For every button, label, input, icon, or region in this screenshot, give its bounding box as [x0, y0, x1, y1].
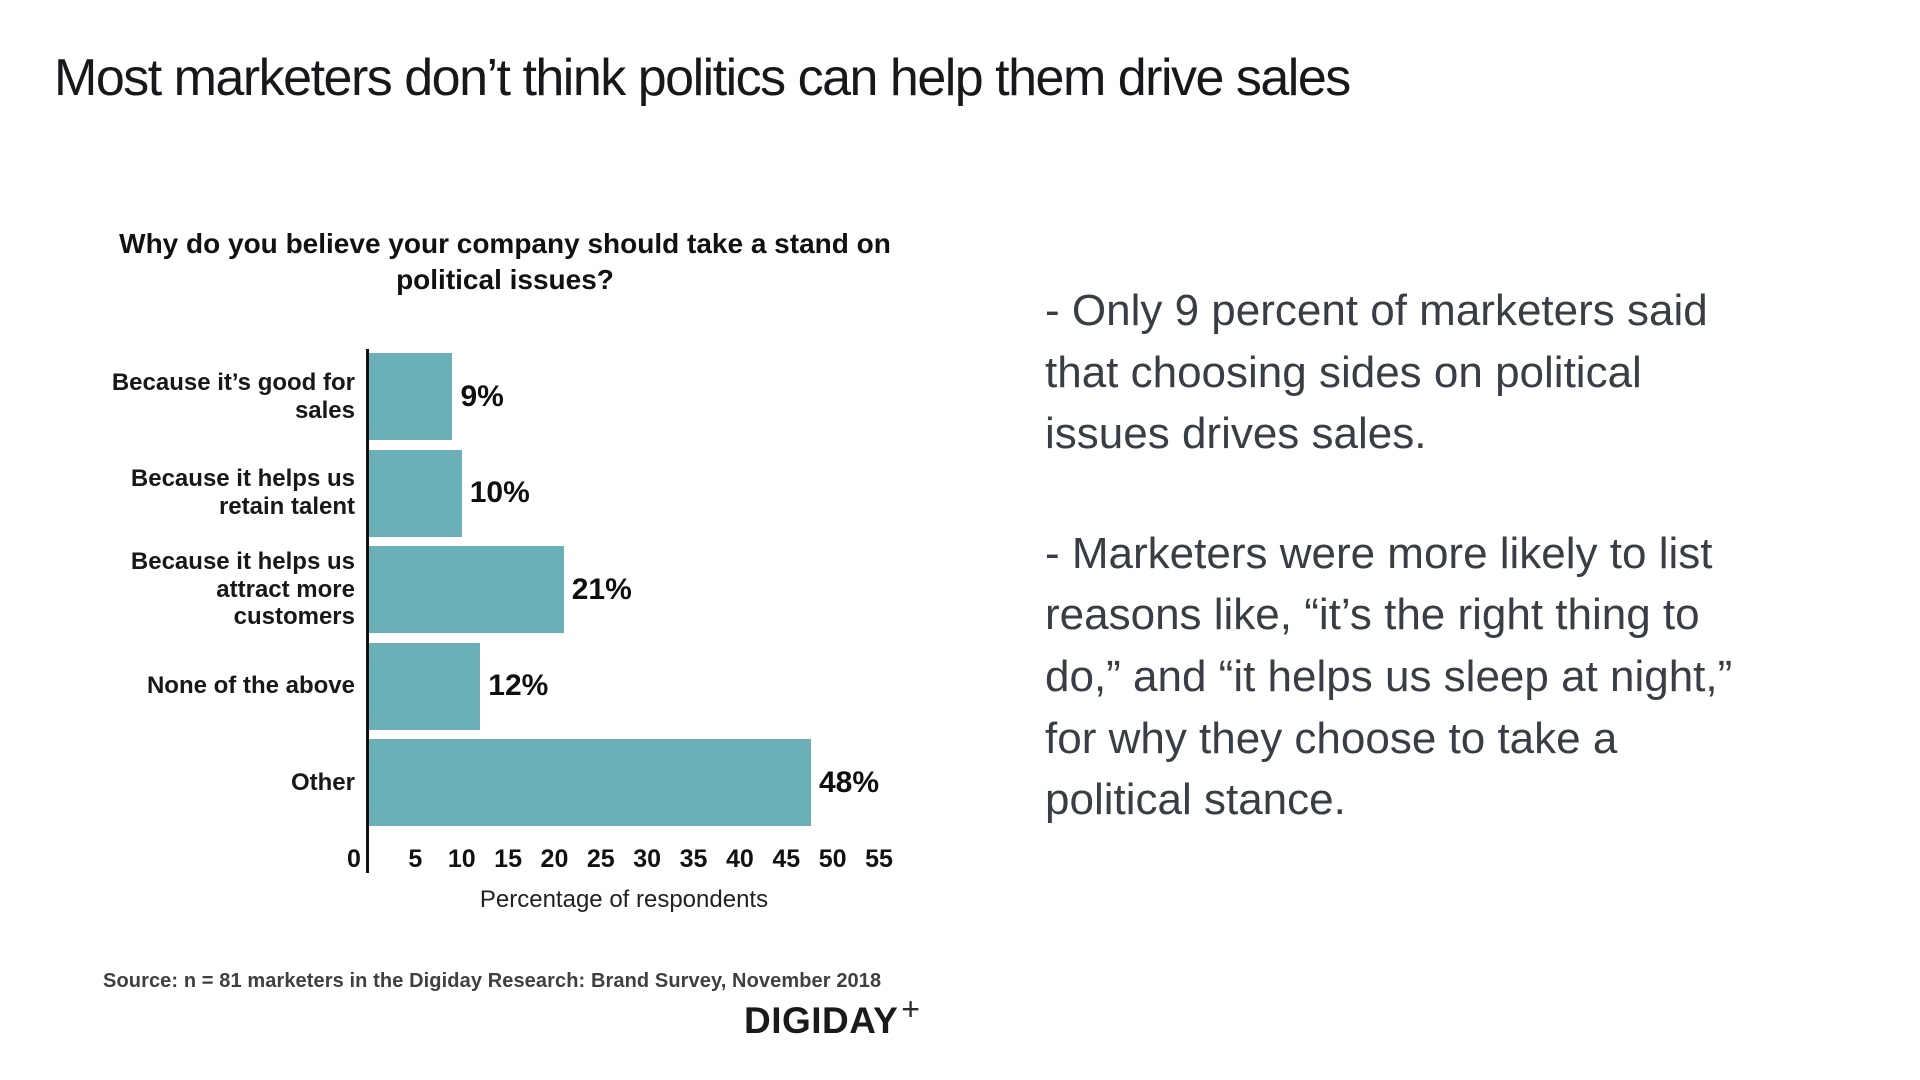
- bar-chart: Because it’s good for sales 9% Because i…: [95, 353, 879, 836]
- x-tick-0: 0: [347, 845, 361, 873]
- x-tick-20: 20: [540, 845, 569, 873]
- bar-row: Because it helps us retain talent 10%: [95, 449, 879, 537]
- value-label: 12%: [488, 669, 549, 702]
- x-axis-label: Percentage of respondents: [479, 886, 769, 913]
- x-tick-40: 40: [726, 845, 754, 873]
- bar-row: Because it helps us attract more custome…: [95, 546, 879, 633]
- bar-row: Because it’s good for sales 9%: [95, 353, 879, 440]
- category-label: Because it’s good for sales: [111, 368, 355, 424]
- x-tick-10: 10: [447, 845, 476, 873]
- chart-title: Why do you believe your company should t…: [119, 228, 891, 295]
- bar-track: 21%: [369, 546, 879, 633]
- bar-track: 9%: [369, 353, 879, 440]
- x-axis-ticks: 0 5 10 15 20 25 30 35 40 45 50 55: [347, 845, 893, 881]
- bar-track: 10%: [369, 449, 879, 537]
- key-takeaways: - Only 9 percent of marketers said that …: [1045, 280, 1765, 831]
- x-tick-25: 25: [586, 845, 615, 873]
- value-label: 10%: [469, 476, 530, 509]
- bar-attract-customers: [369, 546, 564, 633]
- category-label: Because it helps us attract more custome…: [130, 548, 355, 631]
- bar-track: 12%: [369, 642, 879, 730]
- bar-row: None of the above 12%: [95, 642, 879, 730]
- x-tick-15: 15: [494, 845, 522, 873]
- bar-row: Other 48%: [95, 739, 879, 826]
- value-label: 21%: [571, 572, 632, 606]
- bar-retain-talent: [369, 449, 462, 537]
- category-label: Other: [290, 768, 355, 796]
- value-label: 9%: [460, 379, 504, 413]
- digiday-logo-text: DIGIDAY: [744, 1000, 899, 1041]
- x-tick-35: 35: [679, 845, 708, 873]
- bar-none-of-the-above: [369, 642, 481, 730]
- y-axis-line: [366, 349, 369, 873]
- digiday-logo: DIGIDAY+: [744, 991, 920, 1042]
- x-tick-45: 45: [772, 845, 801, 873]
- bar-track: 48%: [369, 739, 879, 826]
- x-tick-50: 50: [818, 845, 847, 873]
- x-tick-55: 55: [865, 845, 893, 873]
- takeaway-drives-sales: - Only 9 percent of marketers said that …: [1045, 286, 1708, 459]
- bar-good-for-sales: [369, 353, 453, 440]
- value-label: 48%: [818, 765, 879, 799]
- x-tick-5: 5: [408, 845, 423, 873]
- x-tick-30: 30: [633, 845, 662, 873]
- page-title: Most marketers don’t think politics can …: [54, 49, 1351, 107]
- category-label: Because it helps us retain talent: [130, 465, 355, 520]
- source-note: Source: n = 81 marketers in the Digiday …: [103, 970, 882, 992]
- bar-other: [369, 739, 811, 826]
- takeaway-reasons: - Marketers were more likely to list rea…: [1045, 528, 1733, 825]
- category-label: None of the above: [146, 672, 355, 700]
- plus-icon: +: [901, 991, 920, 1027]
